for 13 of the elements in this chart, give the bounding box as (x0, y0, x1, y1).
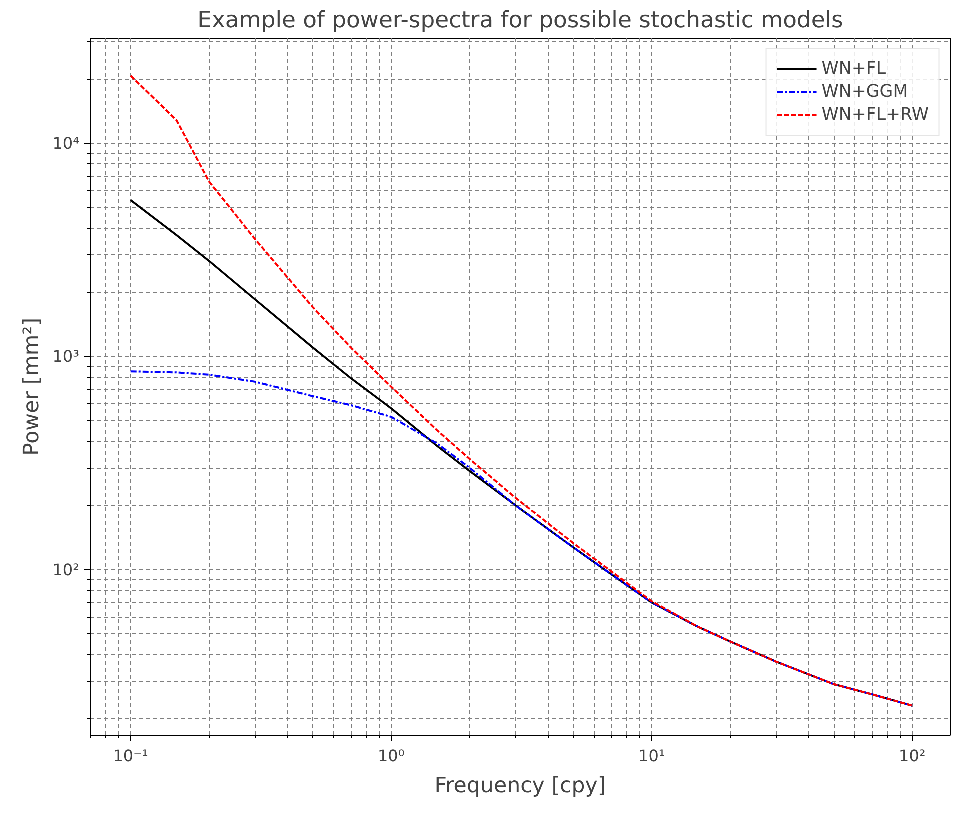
y-tick-label: 10⁴ (52, 134, 80, 153)
legend-label: WN+FL+RW (822, 105, 929, 125)
x-axis-title: Frequency [cpy] (434, 774, 606, 798)
chart-title: Example of power-spectra for possible stochastic models (198, 8, 844, 34)
y-axis-title: Power [mm²] (20, 318, 45, 456)
x-tick-label: 10⁰ (378, 746, 405, 766)
x-tick-label: 10² (899, 746, 926, 766)
x-tick-label: 10¹ (638, 746, 666, 766)
y-tick-label: 10³ (52, 347, 80, 366)
legend-label: WN+FL (822, 59, 886, 79)
y-tick-label: 10² (52, 560, 80, 580)
x-tick-label: 10⁻¹ (113, 746, 148, 766)
legend-label: WN+GGM (822, 82, 908, 102)
